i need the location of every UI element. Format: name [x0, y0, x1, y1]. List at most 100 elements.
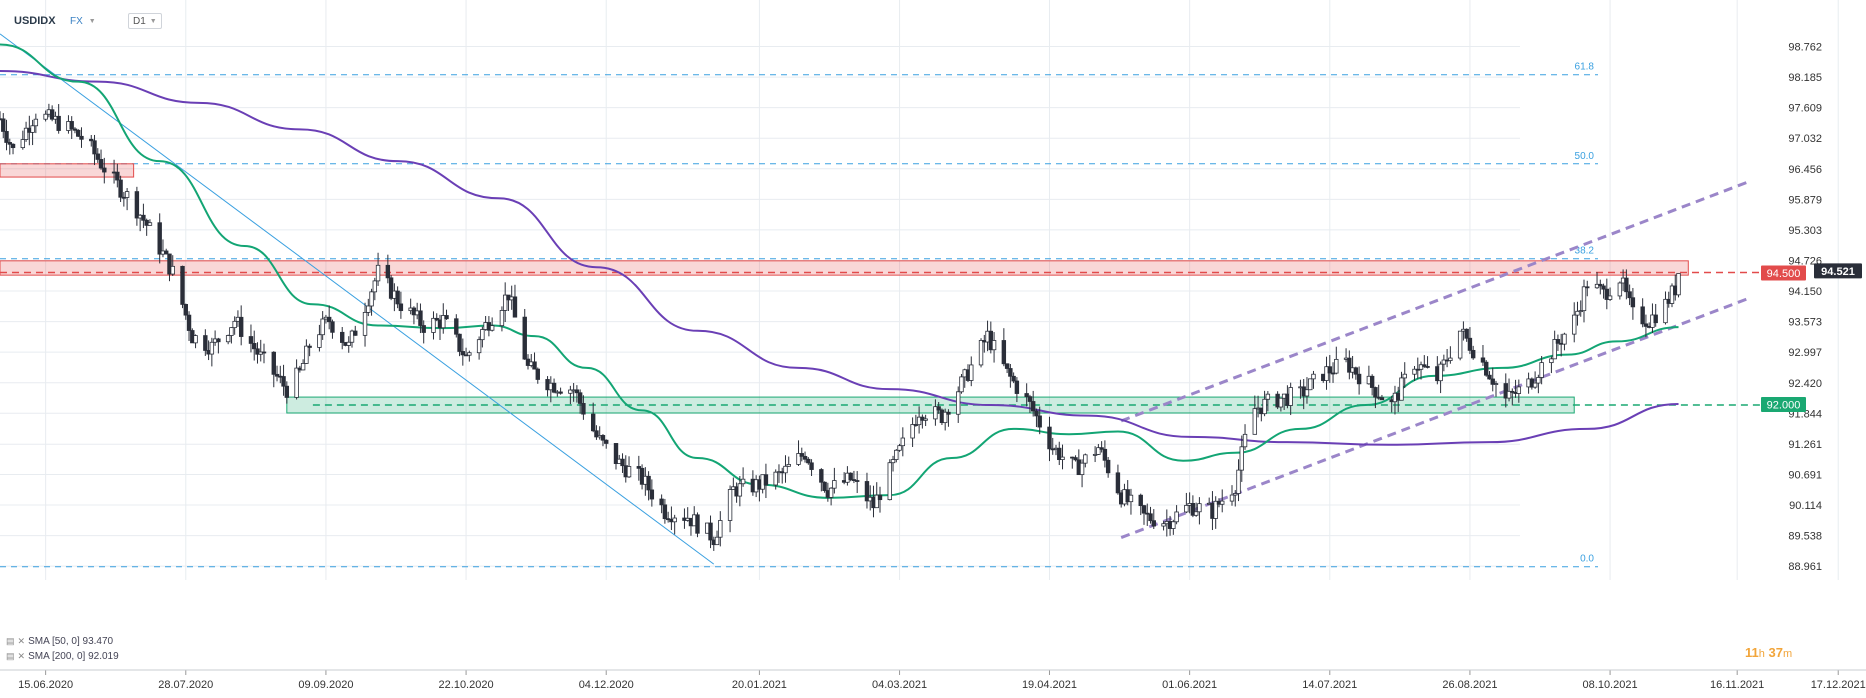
candle-body [851, 479, 857, 481]
candle-body [353, 330, 358, 336]
y-tick-label: 89.538 [1788, 531, 1822, 543]
legend-item-sma200[interactable]: ▤ ✕ SMA [200, 0] 92.019 [6, 651, 119, 662]
candle-body [385, 264, 391, 279]
candle-body [271, 351, 276, 375]
candle-body [1624, 277, 1629, 293]
candle-body [1640, 306, 1645, 325]
y-tick-label: 98.762 [1788, 42, 1822, 54]
y-tick-label: 95.303 [1788, 225, 1822, 237]
candle-body [1001, 340, 1007, 365]
candle-body [1562, 333, 1567, 345]
x-tick-label: 28.07.2020 [158, 679, 213, 691]
candle-body [95, 153, 100, 160]
candle-body [457, 333, 462, 352]
candle-body [1027, 396, 1033, 402]
x-tick-label: 19.04.2021 [1022, 679, 1077, 691]
candle-body [969, 364, 974, 381]
candle-body [326, 316, 332, 323]
close-icon[interactable]: ✕ [17, 651, 26, 661]
candle-body [1079, 462, 1085, 476]
candle-body [1604, 288, 1610, 300]
candle-body [1030, 401, 1036, 412]
candle-body [69, 121, 74, 130]
candle-body [1278, 397, 1284, 408]
candle-body [1536, 377, 1541, 384]
candle-body [1171, 521, 1176, 529]
candle-body [431, 317, 436, 333]
last-price-label: 94.521 [1821, 266, 1855, 278]
candle-body [1415, 368, 1420, 371]
candle-body [180, 265, 185, 305]
sma200-line [0, 70, 1679, 446]
candle-body [740, 478, 746, 485]
candle-body [897, 445, 902, 451]
candle-body [1034, 410, 1039, 417]
candle-body [695, 514, 700, 534]
legend-item-sma50[interactable]: ▤ ✕ SMA [50, 0] 93.470 [6, 636, 113, 647]
candle-body [828, 487, 834, 498]
candle-body [1184, 504, 1189, 513]
candle-body [900, 437, 906, 447]
candle-body [1448, 357, 1453, 361]
candle-body [1438, 363, 1443, 382]
candle-body [936, 406, 941, 411]
support-price-badge [1761, 397, 1806, 413]
fib-level-label: 0.0 [1580, 554, 1594, 565]
candle-body [1288, 387, 1293, 406]
candle-body [786, 464, 791, 467]
countdown-minutes: 37 [1768, 645, 1783, 660]
legend-label: SMA [50, 0] 93.470 [28, 636, 114, 647]
x-tick-label: 20.01.2021 [732, 679, 787, 691]
y-tick-label: 92.420 [1788, 378, 1822, 390]
candle-body [1503, 383, 1508, 399]
candle-body [718, 520, 723, 538]
y-tick-label: 95.879 [1788, 194, 1822, 206]
candle-body [1308, 378, 1313, 391]
candle-body [1539, 362, 1544, 378]
candle-body [1480, 357, 1486, 363]
candle-body [340, 331, 345, 343]
timeframe-selector[interactable]: D1 ▼ [128, 13, 162, 29]
candle-body [978, 340, 984, 366]
candle-body [398, 303, 404, 312]
candle-body [1327, 366, 1332, 374]
symbol-label[interactable]: USDIDX [14, 15, 56, 27]
resistance-price-badge [1761, 265, 1806, 281]
candle-body [1601, 285, 1606, 290]
settings-icon[interactable]: ▤ [6, 651, 15, 661]
candle-body [1412, 368, 1417, 375]
candle-body [238, 316, 244, 337]
fib-level-label: 61.8 [1575, 62, 1595, 73]
candle-body [535, 368, 540, 380]
candle-body [1418, 364, 1424, 370]
candle-body [372, 280, 378, 293]
settings-icon[interactable]: ▤ [6, 636, 15, 646]
y-tick-label: 94.150 [1788, 286, 1822, 298]
fib-level-label: 38.2 [1575, 246, 1595, 257]
candle-body [330, 321, 335, 333]
market-selector[interactable]: FX ▼ [70, 13, 96, 29]
y-tick-label: 97.032 [1788, 133, 1822, 145]
candle-body [1073, 457, 1078, 461]
candle-body [708, 522, 713, 541]
candle-body [1490, 378, 1495, 385]
candle-body [636, 466, 642, 469]
close-icon[interactable]: ✕ [17, 636, 26, 646]
candle-body [261, 351, 267, 354]
candle-body [229, 327, 234, 336]
candle-body [49, 109, 55, 120]
candle-body [1047, 426, 1052, 450]
candle-body [581, 403, 586, 415]
legend-label: SMA [200, 0] 92.019 [28, 651, 119, 662]
x-tick-label: 14.07.2021 [1302, 679, 1357, 691]
candle-body [626, 466, 632, 478]
candle-body [877, 494, 883, 501]
candle-body [577, 392, 583, 404]
candle-body [727, 489, 733, 521]
candle-body [1213, 500, 1218, 519]
x-tick-label: 17.12.2021 [1811, 679, 1866, 691]
candle-body [134, 191, 140, 219]
candle-body [248, 336, 254, 344]
candle-body [942, 411, 948, 424]
